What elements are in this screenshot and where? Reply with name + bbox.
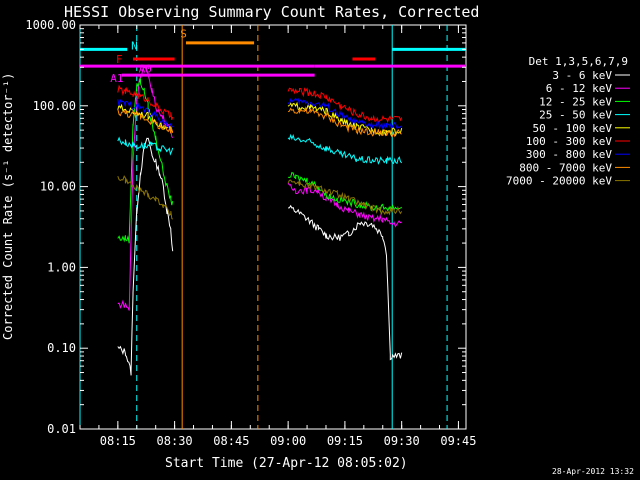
chart-title: HESSI Observing Summary Count Rates, Cor… [64,3,479,21]
flag-label: F [116,53,123,66]
y-tick-label: 100.00 [33,99,76,113]
legend-entry-label: 100 - 300 keV [526,135,612,148]
x-tick-label: 09:15 [327,434,363,448]
y-tick-label: 1000.00 [25,18,76,32]
series-line-2 [117,78,402,244]
timestamp: 28-Apr-2012 13:32 [552,467,634,476]
flag-label: N [131,39,138,52]
series-line-5 [117,84,403,124]
legend-entry-label: 25 - 50 keV [539,109,612,122]
legend-entry-label: 3 - 6 keV [552,69,612,82]
flag-label: A0 [139,62,152,75]
x-tick-label: 09:45 [440,434,476,448]
y-tick-label: 0.01 [47,422,76,436]
legend-entry-label: 7000 - 20000 keV [506,175,612,188]
x-tick-label: 08:45 [213,434,249,448]
y-tick-label: 0.10 [47,341,76,355]
legend-entry-label: 800 - 7000 keV [519,161,612,174]
x-axis-label: Start Time (27-Apr-12 08:05:02) [165,456,408,471]
series-line-7 [117,106,402,138]
legend-entry-label: 300 - 800 keV [526,148,612,161]
legend-header: Det 1,3,5,6,7,9 [529,55,628,68]
y-tick-label: 10.00 [40,180,76,194]
flag-label: S [180,28,187,41]
y-axis-label: Corrected Count Rate (s⁻¹ detector⁻¹) [1,73,15,340]
y-tick-label: 1.00 [47,260,76,274]
x-tick-label: 08:15 [100,434,136,448]
series-line-6 [117,97,403,131]
series-line-0 [117,137,403,376]
x-tick-label: 09:30 [384,434,420,448]
x-tick-label: 09:00 [270,434,306,448]
legend-entry-label: 12 - 25 keV [539,95,612,108]
series-line-3 [117,133,403,165]
legend-entry-label: 50 - 100 keV [533,122,613,135]
legend-entry-label: 6 - 12 keV [546,82,613,95]
x-tick-label: 08:30 [157,434,193,448]
series-line-1 [117,64,402,311]
series-line-8 [117,175,403,220]
flag-label: A1 [110,72,123,85]
